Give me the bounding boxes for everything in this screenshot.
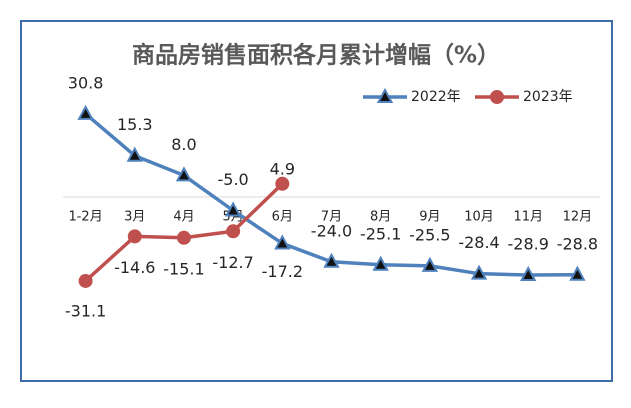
data-label: -24.0 — [311, 221, 352, 240]
marker — [569, 265, 586, 281]
x-tick-label: 7月 — [321, 210, 342, 225]
data-label: -25.5 — [409, 225, 450, 244]
x-tick-label: 9月 — [419, 210, 440, 225]
x-tick-label: 1-2月 — [68, 210, 102, 225]
chart-frame — [20, 20, 613, 382]
marker — [226, 224, 241, 239]
marker — [175, 166, 193, 182]
data-label: -14.6 — [114, 258, 155, 277]
legend-marker — [490, 90, 504, 104]
marker — [78, 273, 93, 288]
chart-title: 商品房销售面积各月累计增幅（%） — [132, 42, 500, 69]
marker — [520, 265, 537, 282]
marker — [372, 255, 389, 271]
marker — [176, 230, 191, 245]
legend-label: 2023年 — [523, 89, 573, 105]
x-tick-label: 6月 — [272, 210, 293, 225]
marker — [127, 229, 142, 244]
marker — [421, 256, 439, 272]
x-tick-label: 12月 — [563, 210, 593, 225]
marker — [470, 264, 488, 280]
marker — [274, 234, 291, 250]
marker — [224, 201, 242, 217]
data-label: -28.9 — [508, 235, 549, 254]
data-label: 4.9 — [270, 159, 295, 178]
data-label: 8.0 — [171, 135, 196, 154]
data-label: 15.3 — [117, 115, 153, 134]
marker — [77, 104, 94, 120]
x-tick-label: 11月 — [513, 210, 543, 225]
x-tick-label: 4月 — [173, 210, 194, 225]
data-label: -28.4 — [458, 233, 499, 252]
data-label: -17.2 — [262, 262, 303, 281]
x-tick-label: 10月 — [464, 210, 494, 225]
x-tick-label: 3月 — [124, 210, 145, 225]
data-label: -12.7 — [212, 253, 253, 272]
data-label: -15.1 — [163, 259, 204, 278]
marker — [275, 176, 290, 191]
marker — [126, 146, 143, 162]
data-label: -31.1 — [65, 301, 106, 320]
marker — [323, 252, 340, 268]
x-tick-label: 8月 — [370, 210, 391, 225]
data-label: -28.8 — [557, 234, 598, 253]
data-label: 30.8 — [68, 73, 104, 92]
legend-marker — [376, 87, 394, 103]
data-label: -25.1 — [360, 224, 401, 243]
data-label: -5.0 — [218, 170, 249, 189]
legend-label: 2022年 — [411, 89, 461, 105]
